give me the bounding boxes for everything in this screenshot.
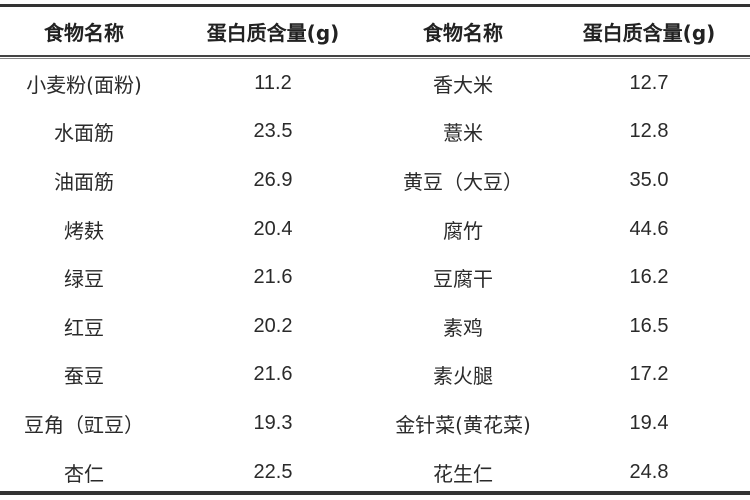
protein-value: 35.0	[629, 168, 669, 191]
food-name: 蚕豆	[64, 364, 104, 389]
table-row: 油面筋 26.9 黄豆（大豆） 35.0	[0, 156, 750, 205]
food-name: 油面筋	[54, 169, 114, 194]
food-name: 烤麸	[64, 218, 104, 243]
food-name: 香大米	[433, 72, 493, 97]
protein-value: 20.2	[253, 314, 293, 337]
protein-value: 23.5	[253, 120, 293, 143]
table-row: 水面筋 23.5 薏米 12.8	[0, 108, 750, 157]
food-name: 薏米	[443, 121, 483, 146]
table-row: 烤麸 20.4 腐竹 44.6	[0, 205, 750, 254]
table-row: 绿豆 21.6 豆腐干 16.2	[0, 253, 750, 302]
protein-value: 20.4	[253, 217, 293, 240]
food-name: 素火腿	[433, 364, 493, 389]
food-name: 豆角（豇豆）	[24, 412, 144, 437]
header-row: 食物名称 蛋白质含量(g) 食物名称 蛋白质含量(g)	[0, 6, 750, 56]
food-name: 豆腐干	[433, 267, 493, 292]
food-name: 金针菜(黄花菜)	[395, 412, 531, 437]
protein-value: 26.9	[253, 168, 293, 191]
protein-value: 21.6	[253, 266, 293, 289]
food-name: 素鸡	[443, 315, 483, 340]
food-name: 红豆	[64, 315, 104, 340]
table-row: 豆角（豇豆） 19.3 金针菜(黄花菜) 19.4	[0, 399, 750, 448]
food-name: 小麦粉(面粉)	[26, 72, 142, 97]
protein-value: 11.2	[254, 71, 292, 94]
table-row: 蚕豆 21.6 素火腿 17.2	[0, 351, 750, 400]
food-name: 黄豆（大豆）	[403, 169, 523, 194]
table-top-border	[0, 4, 750, 7]
protein-value: 19.3	[253, 411, 293, 434]
table-bottom-border	[0, 491, 750, 495]
protein-value: 24.8	[629, 460, 669, 483]
protein-value: 17.2	[629, 363, 669, 386]
food-name: 绿豆	[64, 267, 104, 292]
header-food-name-1: 食物名称	[44, 20, 124, 45]
protein-value: 12.8	[629, 120, 669, 143]
protein-value: 44.6	[629, 217, 669, 240]
protein-value: 16.2	[629, 266, 669, 289]
food-name: 腐竹	[443, 218, 483, 243]
protein-value: 22.5	[253, 460, 293, 483]
food-name: 花生仁	[433, 461, 493, 486]
food-name: 杏仁	[64, 461, 104, 486]
header-protein-1: 蛋白质含量(g)	[206, 20, 340, 45]
table-row: 小麦粉(面粉) 11.2 香大米 12.7	[0, 56, 750, 108]
protein-value: 12.7	[629, 71, 669, 94]
protein-value: 19.4	[629, 411, 669, 434]
header-divider	[0, 55, 750, 59]
table-row: 红豆 20.2 素鸡 16.5	[0, 302, 750, 351]
protein-content-table: 食物名称 蛋白质含量(g) 食物名称 蛋白质含量(g) 小麦粉(面粉) 11.2 香…	[0, 6, 750, 496]
header-protein-2: 蛋白质含量(g)	[582, 20, 716, 45]
protein-value: 16.5	[629, 314, 669, 337]
table-row: 杏仁 22.5 花生仁 24.8	[0, 448, 750, 497]
header-food-name-2: 食物名称	[423, 20, 503, 45]
protein-value: 21.6	[253, 363, 293, 386]
food-name: 水面筋	[54, 121, 114, 146]
